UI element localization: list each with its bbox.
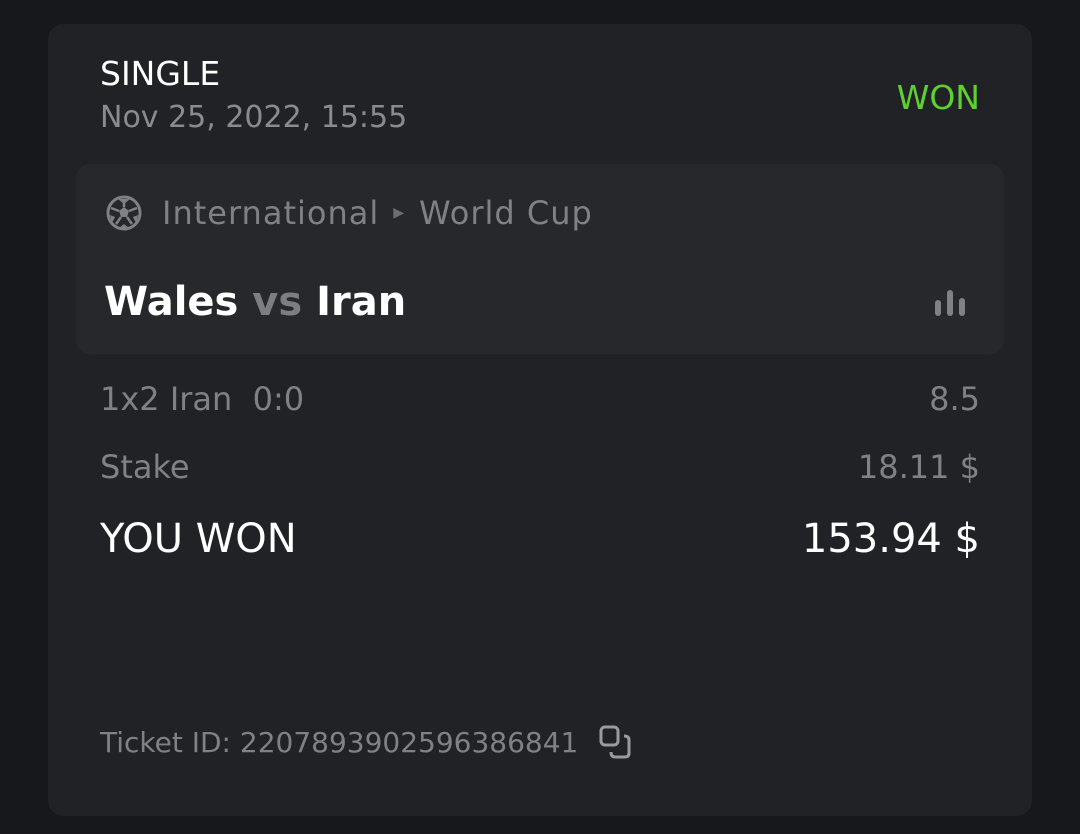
bet-type: SINGLE bbox=[100, 54, 221, 93]
won-label: YOU WON bbox=[100, 516, 297, 562]
breadcrumb: International ▶ World Cup bbox=[106, 194, 593, 232]
copy-icon[interactable] bbox=[598, 724, 634, 760]
tournament-label: World Cup bbox=[419, 194, 593, 232]
bar-chart-icon[interactable] bbox=[932, 288, 968, 318]
home-team: Wales bbox=[104, 279, 239, 325]
odds-value: 8.5 bbox=[929, 380, 980, 418]
bet-date: Nov 25, 2022, 15:55 bbox=[100, 100, 408, 135]
ticket-id-label: Ticket ID: 2207893902596386841 bbox=[100, 725, 579, 759]
vs-label: vs bbox=[252, 279, 303, 325]
match-title: Wales vs Iran bbox=[104, 279, 406, 325]
stake-row: Stake 18.11 $ bbox=[100, 448, 980, 486]
selection-market: 1x2 Iran 0:0 bbox=[100, 380, 305, 418]
status-badge: WON bbox=[896, 78, 980, 117]
away-team: Iran bbox=[316, 279, 407, 325]
selection-row: 1x2 Iran 0:0 8.5 bbox=[100, 380, 980, 418]
soccer-ball-icon bbox=[106, 195, 142, 231]
bet-card: SINGLE Nov 25, 2022, 15:55 WON Internati… bbox=[48, 24, 1032, 816]
ticket-id: Ticket ID: 2207893902596386841 bbox=[100, 724, 634, 760]
selection-score: 0:0 bbox=[252, 380, 305, 418]
winnings-row: YOU WON 153.94 $ bbox=[100, 516, 980, 562]
event-panel[interactable]: International ▶ World Cup Wales vs Iran bbox=[76, 164, 1004, 354]
stake-value: 18.11 $ bbox=[857, 448, 980, 486]
stake-label: Stake bbox=[100, 448, 190, 486]
chevron-right-icon: ▶ bbox=[393, 205, 406, 221]
won-value: 153.94 $ bbox=[801, 516, 980, 562]
category-label: International bbox=[162, 194, 380, 232]
